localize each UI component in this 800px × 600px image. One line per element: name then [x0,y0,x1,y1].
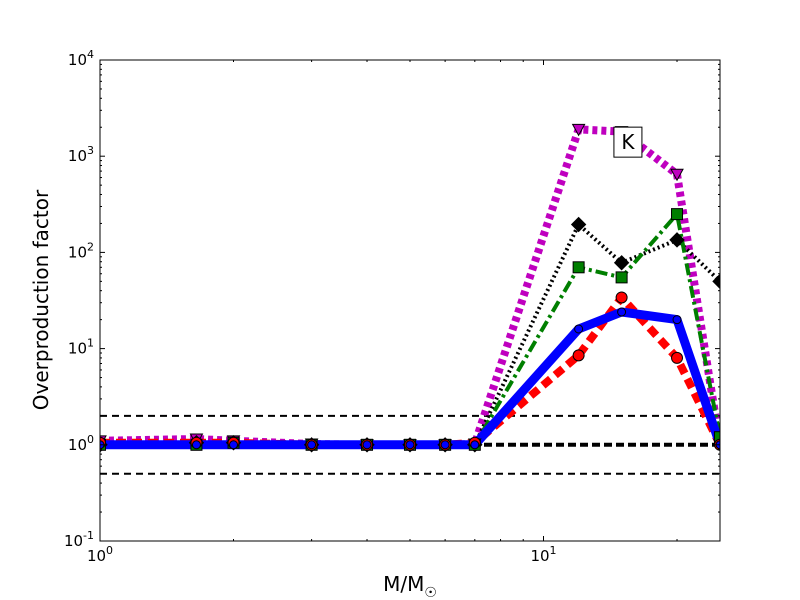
x-tick-label-1: 101 [530,544,556,565]
series-1-point-9 [613,255,630,271]
series-4-point-5 [405,440,415,450]
series-3-point-8 [572,349,585,362]
y-tick-label-0: 10-1 [64,529,94,550]
series-2-point-11 [714,431,720,444]
series-line-4 [100,307,720,450]
annotation-text: K [621,130,635,154]
series-0-point-8 [571,123,586,137]
y-tick-label-1: 100 [68,433,94,454]
x-axis-label: M/M☉ [383,572,437,600]
y-axis: 10-1 100 101 102 103 104 [64,48,720,550]
series-0-point-10 [670,168,684,182]
series-line-1 [100,222,720,447]
series-4-point-3 [307,440,317,450]
series-2-point-9 [615,271,628,284]
series-3-point-9 [615,291,628,304]
series-4-point-9 [617,307,627,317]
x-axis-label-sun-symbol: ☉ [424,585,437,600]
series-4-point-10 [672,315,682,325]
series-1-point-11 [712,273,720,290]
series-4-point-8 [574,324,584,334]
x-tick-label-0: 100 [87,544,113,565]
y-axis-label: Overproduction factor [29,189,53,410]
series-2-point-10 [671,208,684,221]
y-tick-label-4: 103 [68,144,94,165]
series-1-point-10 [669,232,685,248]
series-4-point-4 [362,440,372,450]
annotation-box [613,126,643,158]
series-4-point-1 [191,440,201,450]
annotation: K [613,126,643,158]
series-4-point-7 [470,440,480,450]
y-tick-label-3: 102 [68,240,94,261]
series-1-point-8 [570,216,587,233]
series-2-point-8 [572,261,585,274]
y-tick-label-5: 104 [68,48,94,69]
series-4-point-2 [229,440,239,450]
x-axis-label-text: M/M [383,572,424,596]
series-4-point-6 [440,440,450,450]
series-3-point-10 [671,351,684,364]
x-axis: 100 101 [87,60,678,565]
y-tick-label-2: 101 [68,337,94,358]
